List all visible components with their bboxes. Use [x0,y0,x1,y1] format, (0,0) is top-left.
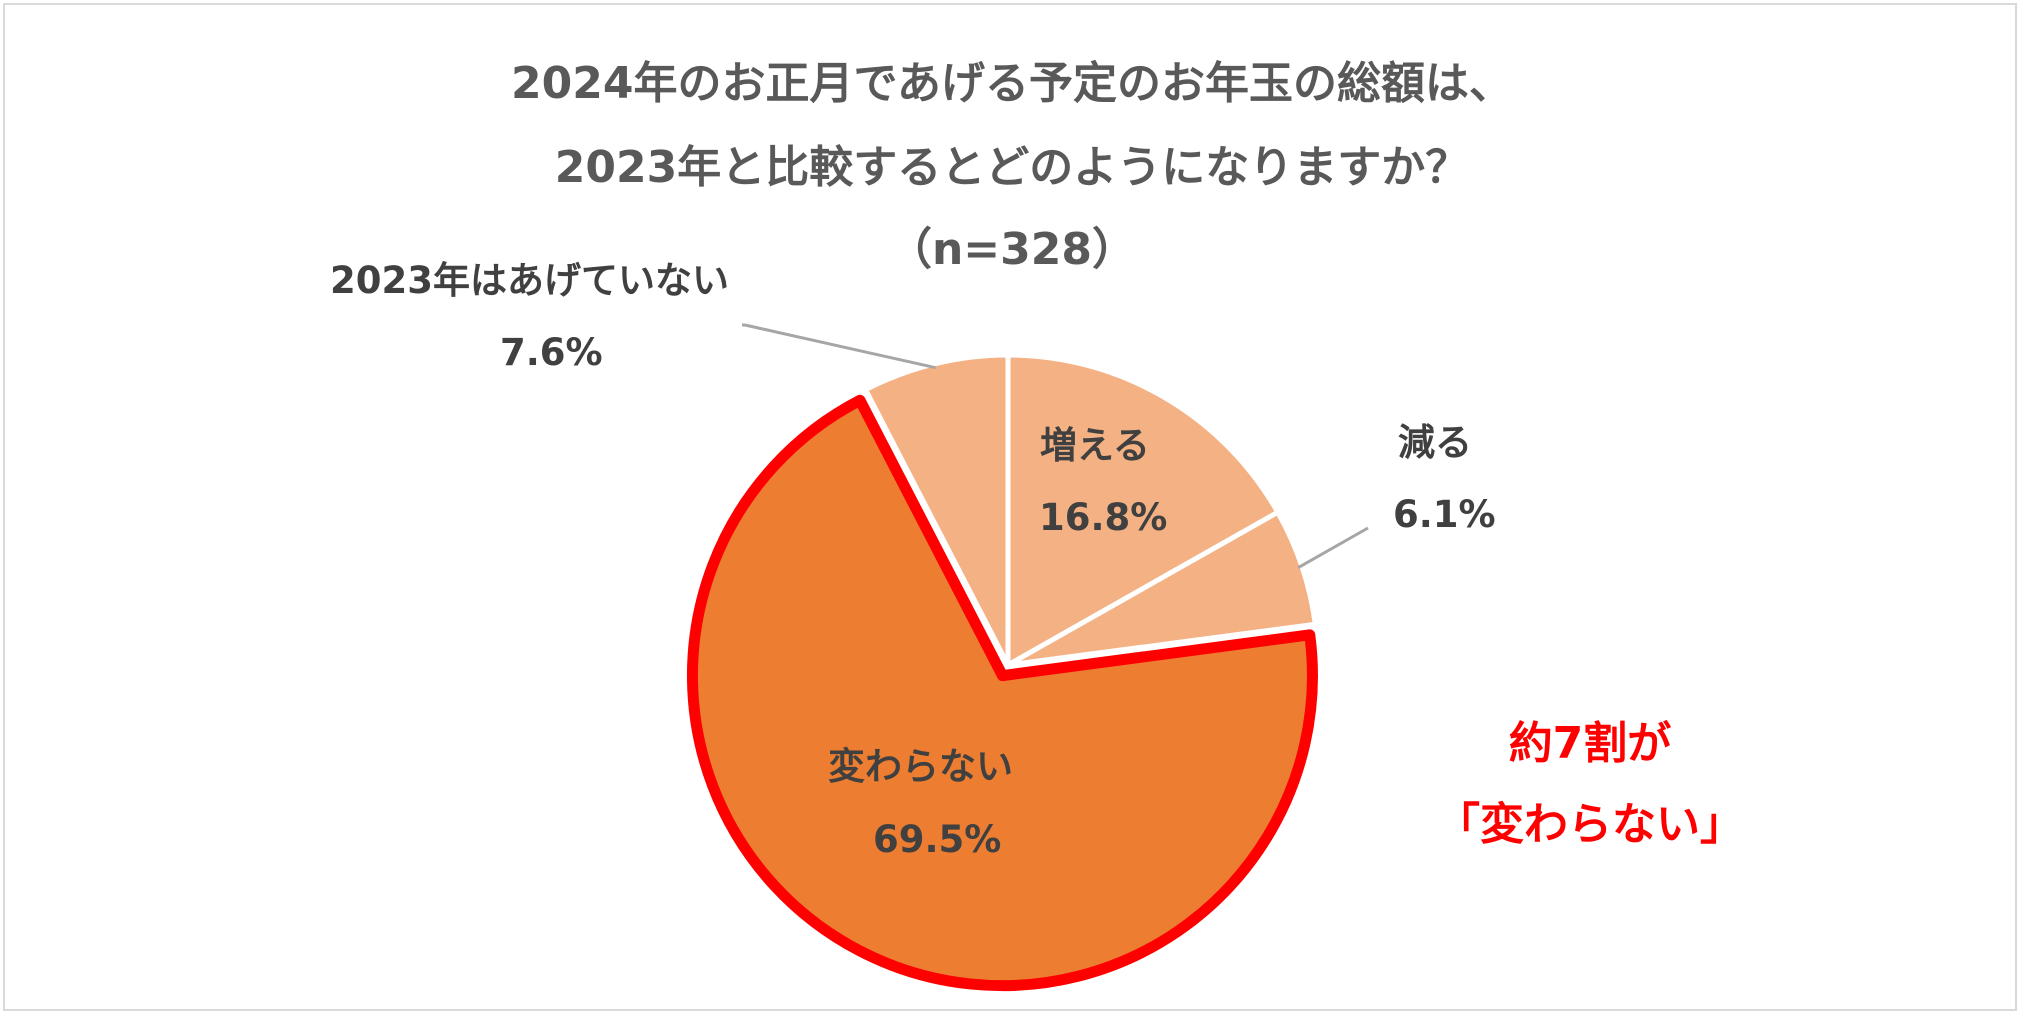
slice-label-none-value: 7.6% [500,331,603,374]
slice-label-decrease-name: 減る [1398,421,1472,464]
chart-sample-size: （n=328） [887,224,1137,275]
callout-line-2: 「変わらない」 [1436,799,1744,850]
slice-label-decrease-value: 6.1% [1393,493,1496,536]
leader-line-none [744,323,936,370]
pie-slice-increase [1005,352,1281,668]
slice-label-unchanged-value: 69.5% [873,818,1002,861]
chart-title-line-1: 2024年のお正月であげる予定のお年玉の総額は、 [510,58,1514,109]
pie-slice-none [863,352,1011,668]
slice-label-none-name: 2023年はあげていない [330,259,729,302]
callout-line-1: 約7割が [1508,718,1672,769]
pie-slice-unchanged [686,394,1318,992]
slice-label-increase-value: 16.8% [1039,496,1168,539]
leader-line-decrease [1297,526,1369,570]
chart-title-line-2: 2023年と比較するとどのようになりますか？ [554,142,1470,193]
chart-frame [3,3,2017,1011]
slice-label-unchanged-name: 変わらない [828,745,1013,788]
slice-label-increase-name: 増える [1040,424,1150,467]
